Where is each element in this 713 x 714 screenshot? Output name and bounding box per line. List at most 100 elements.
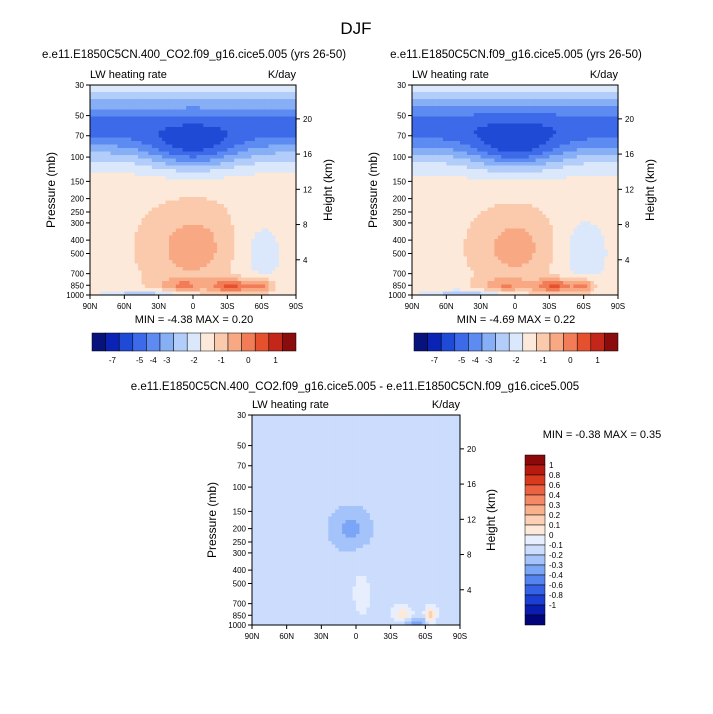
field-cell [110,165,115,170]
field-cell [141,190,146,195]
field-cell [244,256,249,261]
field-cell [265,200,270,205]
field-cell [162,239,167,244]
field-cell [110,148,115,153]
field-cell [189,99,194,104]
field-cell [186,270,191,275]
field-cell [107,148,112,153]
field-cell [165,235,170,240]
field-cell [580,151,585,156]
field-cell [165,218,170,223]
field-cell [439,102,444,107]
field-cell [456,127,461,132]
field-cell [244,232,249,237]
field-cell [210,95,215,100]
field-cell [446,144,451,149]
field-cell [271,134,276,139]
field-cell [193,204,198,209]
field-cell [120,235,125,240]
field-cell [179,172,184,177]
field-cell [268,267,273,272]
field-cell [117,123,122,128]
field-cell [117,162,122,167]
field-cell [127,235,132,240]
field-cell [141,151,146,156]
field-cell [275,263,280,268]
field-cell [179,218,184,223]
field-cell [172,148,177,153]
field-cell [210,232,215,237]
field-cell [442,137,447,142]
field-cell [131,162,136,167]
field-cell [254,267,259,272]
field-cell [220,249,225,254]
field-cell [220,200,225,205]
field-cell [234,190,239,195]
field-cell [165,190,170,195]
field-cell [182,253,187,258]
field-cell [230,120,235,125]
field-cell [210,183,215,188]
field-cell [278,291,283,296]
field-cell [162,92,167,97]
field-cell [110,169,115,174]
field-cell [470,158,475,163]
field-cell [151,274,156,279]
field-cell [487,99,492,104]
field-cell [227,106,232,111]
field-cell [542,123,547,128]
field-cell [597,123,602,128]
field-cell [141,127,146,132]
field-cell [237,246,242,251]
field-cell [100,211,105,216]
field-cell [182,109,187,114]
height-tick-label: 12 [303,185,312,194]
field-cell [223,130,228,135]
field-cell [569,106,574,111]
field-cell [292,176,297,181]
field-cell [134,179,139,184]
field-cell [504,158,509,163]
field-cell [463,106,468,111]
field-cell [466,102,471,107]
field-cell [265,172,270,177]
field-cell [251,88,256,93]
field-cell [573,148,578,153]
field-cell [148,176,153,181]
field-cell [289,197,294,202]
field-cell [110,158,115,163]
y-tick-label: 30 [75,81,84,90]
field-cell [90,218,95,223]
field-cell [278,151,283,156]
field-cell [289,155,294,160]
field-cell [141,162,146,167]
field-cell [268,113,273,118]
field-cell [501,85,506,90]
field-cell [193,95,198,100]
field-cell [210,207,215,212]
field-cell [497,130,502,135]
field-cell [470,130,475,135]
field-cell [203,277,208,282]
field-cell [234,207,239,212]
field-cell [265,134,270,139]
field-cell [244,200,249,205]
field-cell [436,123,441,128]
field-cell [275,214,280,219]
field-cell [117,92,122,97]
field-cell [532,151,537,156]
field-cell [220,92,225,97]
field-cell [473,92,478,97]
field-cell [237,288,242,293]
field-cell [466,144,471,149]
field-cell [100,169,105,174]
field-cell [110,141,115,146]
field-cell [100,120,105,125]
field-cell [107,95,112,100]
field-cell [446,120,451,125]
field-cell [580,116,585,121]
field-cell [556,88,561,93]
field-cell [292,277,297,282]
field-cell [199,277,204,282]
field-cell [151,116,156,121]
